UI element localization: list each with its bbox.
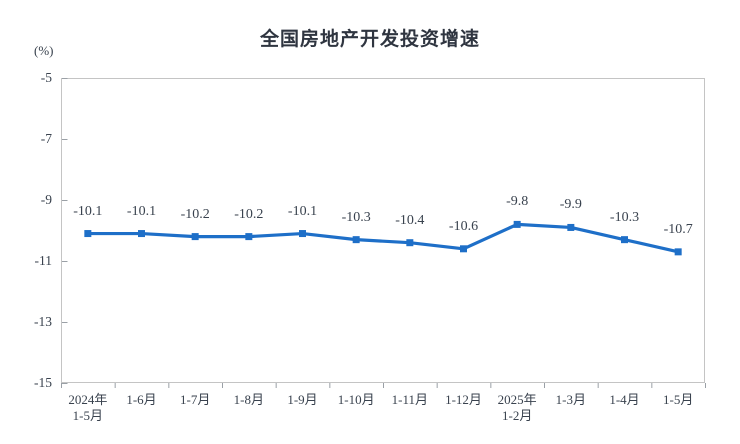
x-axis-tick-label: 1-8月 <box>233 392 264 407</box>
data-point-label: -10.1 <box>287 203 318 219</box>
plot-area <box>61 78 705 383</box>
data-point-marker <box>191 233 199 241</box>
data-point-marker <box>299 230 306 238</box>
data-point-marker <box>245 233 253 241</box>
data-point-marker <box>138 230 145 238</box>
x-axis-tick-label: 1-9月 <box>287 392 318 407</box>
data-point-marker <box>674 248 682 256</box>
data-point-marker <box>460 245 467 253</box>
data-point-label: -10.1 <box>73 203 103 219</box>
data-point-marker <box>567 223 575 231</box>
data-point-label: -9.9 <box>559 197 582 213</box>
y-axis-tick-label: -7 <box>40 131 52 146</box>
data-point-marker <box>621 236 628 244</box>
y-axis-tick-label: -15 <box>34 375 52 390</box>
x-axis-tick-label: 1-3月 <box>555 392 586 407</box>
y-axis-tick-label: -11 <box>34 253 53 268</box>
y-axis-tick-label: -9 <box>40 192 52 207</box>
data-point-label: -10.4 <box>395 212 425 228</box>
x-axis-tick-label: 1-6月 <box>126 392 157 407</box>
y-axis-unit-label: (%) <box>34 43 54 58</box>
x-axis-tick-label: 1-7月 <box>179 392 211 407</box>
data-point-marker <box>84 230 92 238</box>
x-axis-tick-label: 1-4月 <box>609 392 640 407</box>
data-point-label: -10.7 <box>663 221 693 237</box>
data-point-label: -10.2 <box>180 206 210 222</box>
data-point-label: -10.3 <box>609 209 640 225</box>
y-axis-tick-label: -13 <box>34 314 52 329</box>
data-point-marker <box>352 236 360 244</box>
x-axis-tick-label: 1-10月 <box>337 392 375 407</box>
data-point-label: -10.6 <box>448 218 479 234</box>
y-axis-tick-label: -5 <box>40 70 52 85</box>
data-point-label: -10.2 <box>234 206 264 222</box>
x-axis-tick-label: 1-11月 <box>391 392 428 407</box>
x-axis-tick-label: 2024年 1-5月 <box>68 392 108 423</box>
x-axis-tick-label: 2025年 1-2月 <box>497 392 537 423</box>
data-point-marker <box>513 220 521 228</box>
chart-title: 全国房地产开发投资增速 <box>259 29 480 50</box>
line-series <box>86 222 680 254</box>
x-axis-tick-label: 1-12月 <box>445 392 482 407</box>
data-point-label: -9.8 <box>506 194 529 210</box>
data-point-label: -10.1 <box>126 203 157 219</box>
data-point-label: -10.3 <box>341 209 371 225</box>
data-point-marker <box>406 239 414 247</box>
x-axis-tick-label: 1-5月 <box>662 392 694 407</box>
